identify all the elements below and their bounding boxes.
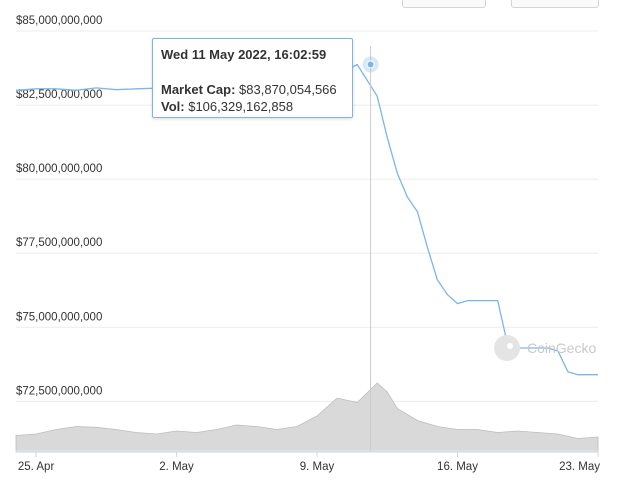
y-tick-label: $85,000,000,000 [16,15,102,27]
coingecko-watermark: CoinGecko [494,334,596,362]
x-tick-label: 16. May [437,461,478,473]
tooltip-market-cap-row: Market Cap: $83,870,054,566 [161,81,344,98]
tooltip-vol-label: Vol: [161,99,185,114]
watermark-label: CoinGecko [527,340,597,356]
hover-point [366,60,375,69]
x-tick-label: 25. Apr [18,461,55,473]
chart-tooltip: Wed 11 May 2022, 16:02:59 Market Cap: $8… [152,38,353,118]
x-tick-label: 23. May [559,461,600,473]
tooltip-market-cap-value: $83,870,054,566 [239,82,337,97]
crosshair [362,46,379,452]
range-selector-button[interactable] [402,0,486,8]
tooltip-vol-value: $106,329,162,858 [188,99,294,114]
volume-series [15,382,599,453]
tooltip-vol-row: Vol: $106,329,162,858 [161,98,344,115]
y-axis-labels: $72,500,000,000 $75,000,000,000 $77,500,00… [16,15,102,397]
volume-area [15,382,599,453]
x-tick-label: 9. May [300,461,335,473]
gecko-logo-icon [494,335,520,361]
y-tick-label: $80,000,000,000 [16,163,102,175]
y-tick-label: $82,500,000,000 [16,89,102,101]
x-axis-labels: 25. Apr 2. May 9. May 16. May 23. May [16,451,600,473]
range-selector-button[interactable] [511,0,599,8]
y-tick-label: $72,500,000,000 [16,385,102,397]
x-tick-label: 2. May [159,461,194,473]
y-tick-label: $77,500,000,000 [16,237,102,249]
y-tick-label: $75,000,000,000 [16,311,102,323]
tooltip-market-cap-label: Market Cap: [161,82,236,97]
tooltip-date: Wed 11 May 2022, 16:02:59 [161,47,327,62]
